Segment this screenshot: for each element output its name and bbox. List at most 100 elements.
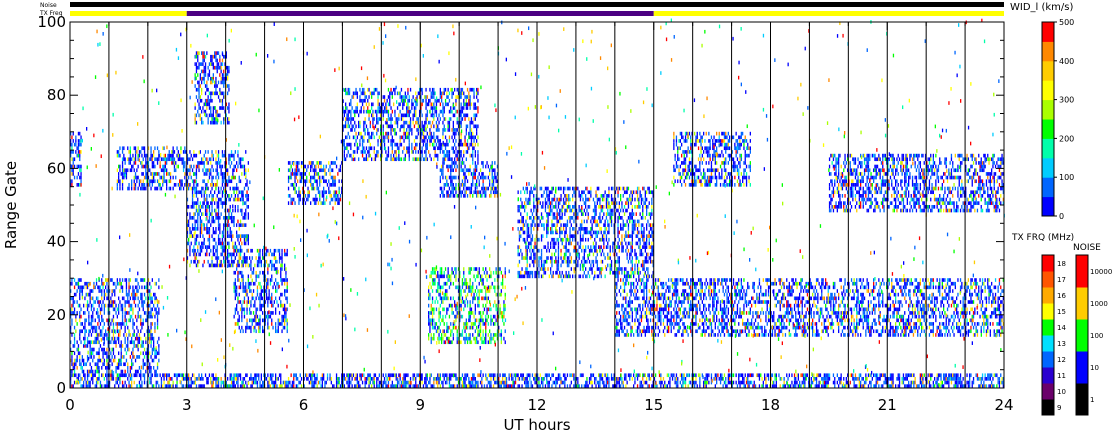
- echo-cell: [132, 296, 134, 301]
- echo-cell: [476, 325, 478, 330]
- echo-cell: [346, 113, 348, 118]
- echo-cell: [79, 285, 81, 290]
- echo-cell: [125, 175, 128, 180]
- echo-cell: [442, 329, 444, 334]
- echo-cell: [293, 186, 295, 191]
- echo-cell: [203, 58, 205, 63]
- echo-cell: [134, 303, 137, 308]
- echo-cell: [216, 248, 218, 253]
- echo-cell: [230, 237, 233, 242]
- echo-cell: [460, 91, 462, 96]
- echo-cell: [469, 190, 471, 195]
- echo-cell: [156, 318, 159, 323]
- echo-cell: [212, 91, 214, 96]
- echo-cell: [194, 62, 196, 66]
- echo-cell: [76, 366, 78, 370]
- echo-cell: [133, 183, 135, 187]
- echo-cell: [184, 164, 186, 169]
- echo-cell: [99, 285, 102, 290]
- echo-cell: [429, 325, 431, 330]
- echo-cell: [195, 120, 198, 125]
- echo-cell: [518, 270, 521, 275]
- echo-cell: [537, 223, 539, 227]
- echo-cell: [503, 314, 505, 319]
- echo-cell: [526, 248, 528, 253]
- echo-cell: [403, 146, 405, 151]
- echo-cell: [238, 292, 240, 297]
- echo-cell: [263, 274, 265, 279]
- echo-cell: [529, 248, 531, 253]
- echo-cell: [313, 186, 316, 191]
- echo-cell: [455, 314, 457, 319]
- echo-cell: [390, 131, 392, 136]
- echo-cell: [439, 95, 441, 99]
- echo-cell: [251, 270, 253, 275]
- echo-cell: [389, 117, 391, 121]
- echo-cell: [390, 139, 392, 143]
- echo-cell: [153, 153, 155, 158]
- echo-cell: [80, 362, 82, 367]
- echo-cell: [88, 369, 90, 374]
- echo-cell: [547, 205, 549, 209]
- echo-cell: [107, 278, 109, 282]
- echo-cell: [211, 201, 213, 205]
- echo-cell: [319, 183, 321, 187]
- echo-cell: [181, 179, 183, 184]
- echo-cell: [518, 205, 521, 209]
- echo-cell: [559, 270, 561, 275]
- echo-cell: [470, 102, 473, 107]
- echo-cell: [465, 281, 467, 286]
- echo-cell: [185, 183, 187, 187]
- echo-cell: [560, 252, 562, 257]
- echo-cell: [275, 311, 277, 315]
- echo-cell: [438, 142, 440, 147]
- echo-cell: [374, 157, 377, 162]
- echo-cell: [466, 95, 469, 99]
- echo-cell: [142, 278, 144, 282]
- echo-cell: [241, 248, 243, 253]
- echo-cell: [150, 285, 152, 290]
- echo-cell: [435, 102, 438, 107]
- echo-cell: [534, 186, 536, 191]
- echo-cell: [215, 87, 217, 92]
- echo-cell: [232, 263, 234, 268]
- echo-cell: [154, 179, 156, 184]
- echo-cell: [525, 256, 527, 260]
- echo-cell: [199, 245, 201, 249]
- echo-cell: [470, 190, 473, 195]
- echo-cell: [217, 113, 220, 118]
- echo-cell: [483, 322, 486, 326]
- echo-cell: [221, 73, 224, 77]
- echo-cell: [443, 340, 445, 345]
- echo-cell: [425, 98, 427, 103]
- echo-cell: [241, 263, 243, 268]
- echo-cell: [147, 329, 150, 334]
- echo-cell: [147, 289, 150, 293]
- echo-cell: [103, 289, 105, 293]
- echo-cell: [120, 325, 122, 330]
- echo-cell: [517, 263, 519, 268]
- echo-cell: [223, 234, 225, 238]
- echo-cell: [120, 340, 122, 345]
- echo-cell: [383, 142, 386, 147]
- echo-cell: [114, 281, 116, 286]
- echo-cell: [112, 303, 115, 308]
- echo-cell: [220, 259, 222, 264]
- echo-cell: [470, 131, 473, 136]
- echo-cell: [238, 234, 240, 238]
- echo-cell: [232, 252, 234, 257]
- echo-cell: [223, 106, 225, 110]
- echo-cell: [535, 274, 537, 279]
- echo-cell: [408, 124, 410, 129]
- echo-cell: [71, 373, 73, 378]
- echo-cell: [132, 340, 134, 345]
- echo-cell: [141, 296, 143, 301]
- echo-cell: [434, 270, 436, 275]
- echo-cell: [245, 234, 247, 238]
- echo-cell: [443, 157, 445, 162]
- echo-cell: [211, 256, 213, 260]
- echo-cell: [334, 183, 336, 187]
- echo-cell: [470, 311, 473, 315]
- echo-cell: [90, 355, 93, 359]
- echo-cell: [542, 223, 544, 227]
